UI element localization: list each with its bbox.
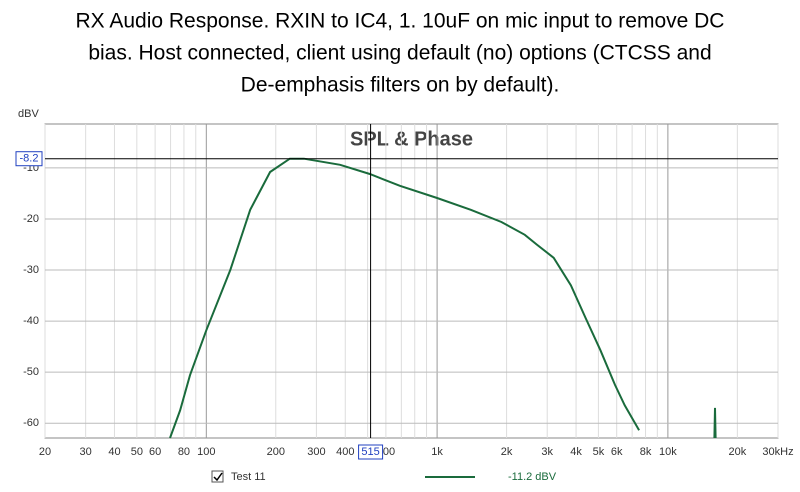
- y-tick-label: -20: [23, 213, 39, 225]
- x-tick-label: 20k: [728, 446, 746, 458]
- x-tick-label: 60: [149, 446, 161, 458]
- cursor-label: -8.2: [20, 153, 39, 165]
- plot-area: [44, 123, 779, 439]
- y-tick-label: -30: [23, 264, 39, 276]
- x-tick-label: 20: [39, 446, 51, 458]
- x-tick-label: 80: [178, 446, 190, 458]
- cursor-label: 515: [361, 446, 379, 458]
- x-tick-label: 40: [108, 446, 120, 458]
- x-tick-label: 10k: [659, 446, 677, 458]
- x-tick-label: 6k: [611, 446, 623, 458]
- x-tick-label: 5k: [593, 446, 605, 458]
- x-tick-label: 30kHz: [762, 446, 793, 458]
- y-tick-label: -40: [23, 315, 39, 327]
- legend-label: Test 11: [231, 471, 266, 483]
- data-line: [169, 157, 717, 439]
- x-tick-label: 50: [131, 446, 143, 458]
- x-tick-label: 3k: [541, 446, 553, 458]
- x-tick-label: 30: [80, 446, 92, 458]
- x-tick-label: 400: [336, 446, 354, 458]
- y-tick-label: -60: [23, 417, 39, 429]
- legend-checkbox: [211, 470, 224, 483]
- x-tick-label: 300: [307, 446, 325, 458]
- x-tick-label: 100: [197, 446, 215, 458]
- cursor-box: [15, 151, 43, 167]
- cursor-box: [358, 444, 384, 460]
- chart-title: RX Audio Response. RXIN to IC4, 1. 10uF …: [76, 10, 725, 33]
- x-tick-label: 8k: [640, 446, 652, 458]
- chart-title: bias. Host connected, client using defau…: [88, 42, 711, 65]
- legend-check: [213, 472, 223, 482]
- x-tick-label: 1k: [431, 446, 443, 458]
- legend-readout: -11.2 dBV: [508, 471, 557, 483]
- x-tick-label: 200: [267, 446, 285, 458]
- y-axis-label: dBV: [18, 108, 39, 120]
- chart-title: De-emphasis filters on by default).: [241, 74, 560, 97]
- plot-title: SPL & Phase: [350, 128, 473, 150]
- y-tick-label: -50: [23, 366, 39, 378]
- x-tick-label: 4k: [570, 446, 582, 458]
- x-tick-label: 2k: [501, 446, 513, 458]
